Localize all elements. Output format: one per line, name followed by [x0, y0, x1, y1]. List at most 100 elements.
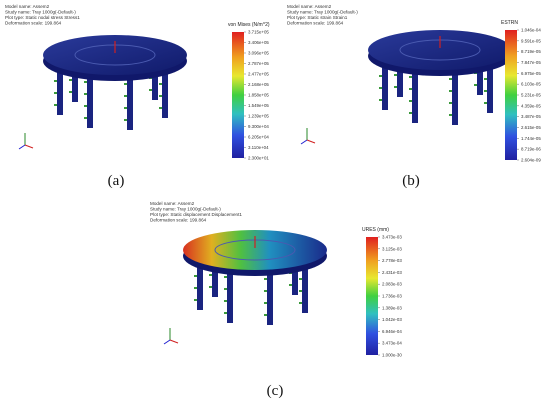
leg-marker [224, 300, 227, 302]
legend-tick-label: 6.946e-04 [382, 329, 402, 334]
legend-tick-label: 3.406e+05 [248, 40, 269, 45]
legend-tick-label: 3.473e-03 [382, 235, 402, 240]
leg-marker [409, 100, 412, 102]
leg-marker [449, 90, 452, 92]
header-line: Deformation scale: 199.864 [150, 218, 207, 223]
leg-marker [299, 290, 302, 292]
legend-tick-label: 2.477e+05 [248, 72, 269, 77]
leg-marker [69, 79, 72, 81]
leg-marker [299, 278, 302, 280]
color-bar [366, 237, 378, 355]
legend-tick-label: 6.103e-05 [521, 82, 541, 87]
leg-marker [474, 84, 477, 86]
panel-caption: (b) [402, 173, 420, 189]
leg-marker [149, 89, 152, 91]
leg-marker [124, 95, 127, 97]
panel: Model name: Assem2Study name: Tray 1000g… [5, 4, 270, 189]
legend-tick-label: 2.431e-03 [382, 270, 402, 275]
legend-tick-label: 3.487e-05 [521, 114, 541, 119]
leg-marker [289, 284, 292, 286]
legend-tick-label: 4.359e-05 [521, 103, 541, 108]
panel-caption: (a) [108, 173, 125, 189]
leg-marker [409, 88, 412, 90]
leg-marker [379, 99, 382, 101]
legend-tick-label: 1.046e-04 [521, 28, 541, 33]
legend-tick-label: 2.604e-09 [521, 158, 541, 163]
legend-title: von Mises (N/m^2) [228, 22, 270, 28]
triad-x [25, 145, 33, 148]
leg-marker [84, 117, 87, 119]
legend-tick-label: 3.125e-03 [382, 246, 402, 251]
table-leg [267, 270, 273, 325]
header-line: Deformation scale: 199.864 [287, 21, 344, 26]
header-line: Deformation scale: 199.864 [5, 21, 62, 26]
color-bar [232, 32, 244, 158]
leg-marker [54, 80, 57, 82]
leg-marker [224, 312, 227, 314]
legend-tick-label: 1.042e-03 [382, 317, 402, 322]
triad-z [301, 140, 307, 144]
leg-marker [379, 75, 382, 77]
leg-marker [264, 290, 267, 292]
leg-marker [379, 87, 382, 89]
legend-tick-label: 7.847e-05 [521, 60, 541, 65]
leg-marker [209, 286, 212, 288]
table-leg [227, 268, 233, 323]
legend-tick-label: 3.110e+04 [248, 145, 269, 150]
leg-marker [264, 314, 267, 316]
table-leg [412, 68, 418, 123]
leg-marker [194, 299, 197, 301]
legend-tick-label: 1.389e-03 [382, 305, 402, 310]
legend-tick-label: 6.975e-05 [521, 71, 541, 76]
legend-tick-label: 9.591e-05 [521, 38, 541, 43]
legend-tick-label: 1.549e+05 [248, 103, 269, 108]
leg-marker [484, 102, 487, 104]
legend-tick-label: 1.858e+05 [248, 93, 269, 98]
leg-marker [124, 119, 127, 121]
legend-tick-label: 8.719e-05 [521, 49, 541, 54]
leg-marker [84, 81, 87, 83]
legend-tick-label: 1.000e-30 [382, 353, 402, 358]
leg-marker [394, 74, 397, 76]
leg-marker [159, 95, 162, 97]
leg-marker [159, 83, 162, 85]
leg-marker [84, 93, 87, 95]
legend-tick-label: 9.300e+04 [248, 124, 269, 129]
header-line: Plot type: Static displacement Displacem… [150, 212, 242, 217]
table-leg [87, 73, 93, 128]
leg-marker [409, 76, 412, 78]
header-line: Study name: Tray 1000g(-Default-) [287, 10, 358, 15]
legend-tick-label: 3.096e+05 [248, 51, 269, 56]
header-line: Plot type: Static strain Strain1 [287, 15, 348, 20]
leg-marker [84, 105, 87, 107]
leg-marker [54, 104, 57, 106]
header-line: Study name: Tray 1000g(-Default-) [5, 10, 76, 15]
legend-tick-label: 1.239e+05 [248, 114, 269, 119]
leg-marker [264, 278, 267, 280]
legend-tick-label: 8.719e-06 [521, 147, 541, 152]
triad-z [19, 145, 25, 149]
header-line: Model name: Assem2 [5, 4, 50, 9]
leg-marker [394, 86, 397, 88]
leg-marker [194, 287, 197, 289]
leg-marker [449, 114, 452, 116]
triad-z [164, 340, 170, 344]
leg-marker [264, 302, 267, 304]
legend-tick-label: 2.300e+01 [248, 156, 269, 161]
header-line: Study name: Tray 1000g(-Default-) [150, 207, 221, 212]
color-bar [505, 30, 517, 160]
leg-marker [159, 107, 162, 109]
legend-tick-label: 6.205e+04 [248, 135, 269, 140]
legend-tick-label: 2.615e-05 [521, 125, 541, 130]
leg-marker [449, 102, 452, 104]
leg-marker [484, 78, 487, 80]
legend-tick-label: 2.083e-03 [382, 282, 402, 287]
leg-marker [124, 107, 127, 109]
leg-marker [299, 302, 302, 304]
leg-marker [484, 90, 487, 92]
legend-tick-label: 2.168e+05 [248, 82, 269, 87]
table-leg [452, 70, 458, 125]
legend-tick-label: 1.744e-05 [521, 136, 541, 141]
